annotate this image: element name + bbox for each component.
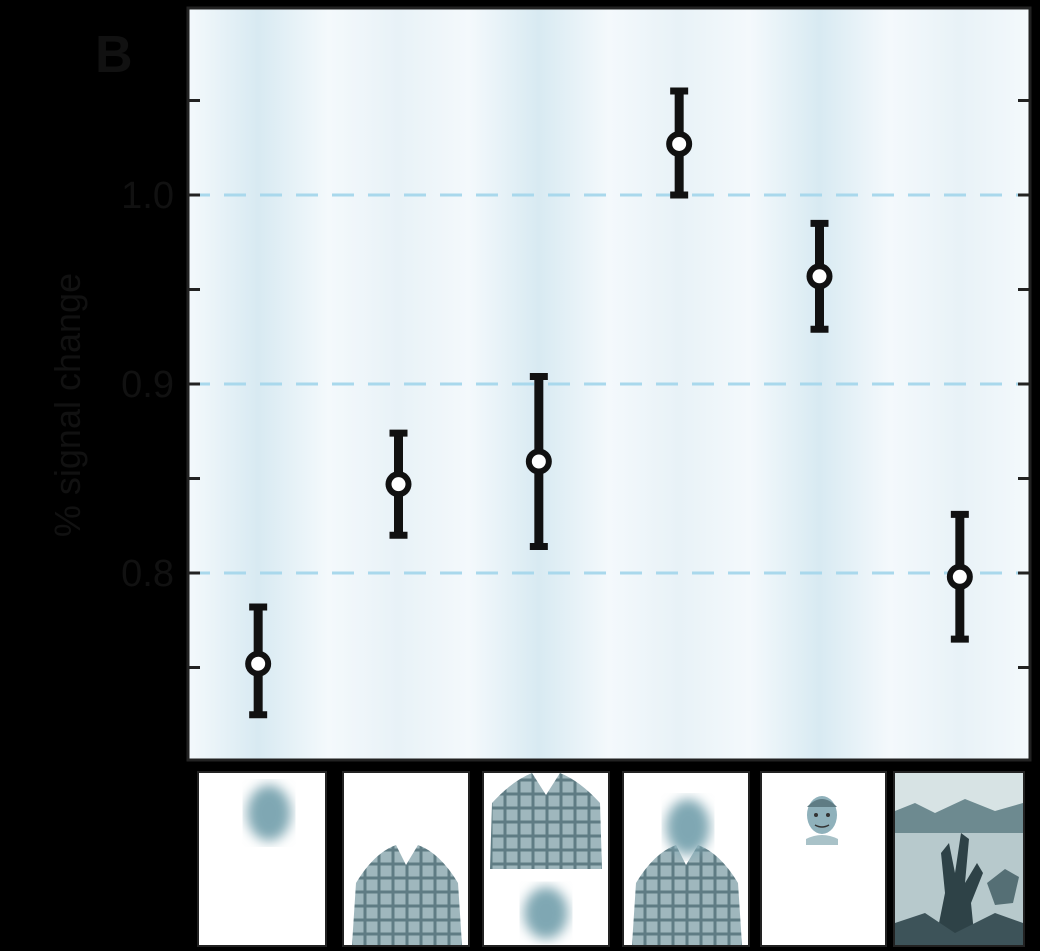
data-point <box>245 603 272 719</box>
point-marker <box>806 263 833 290</box>
stimulus-thumbnail-6 <box>893 771 1025 947</box>
plot-area <box>186 6 1032 762</box>
data-point <box>385 429 412 539</box>
y-tick-label: 0.8 <box>121 553 174 595</box>
stimulus-thumbnail-1 <box>197 771 327 947</box>
data-point <box>946 510 973 643</box>
data-point <box>525 372 552 551</box>
scene-image <box>895 773 1023 945</box>
data-point <box>666 87 693 199</box>
stimulus-thumbnail-2 <box>342 771 470 947</box>
panel-label: B <box>95 26 133 84</box>
point-marker <box>666 130 693 157</box>
point-marker <box>946 563 973 590</box>
point-marker <box>245 650 272 677</box>
data-points <box>245 87 973 719</box>
blurred-face-image <box>247 785 291 841</box>
body-image <box>352 845 462 945</box>
y-tick-label: 0.9 <box>121 364 174 406</box>
point-marker <box>385 471 412 498</box>
y-tick-label: 1.0 <box>121 175 174 217</box>
body-with-face-below-image <box>490 773 602 939</box>
face-image <box>806 796 838 845</box>
stimulus-thumbnail-5 <box>760 771 887 947</box>
data-point <box>806 219 833 333</box>
body-with-blurred-face-image <box>632 799 742 945</box>
stimulus-thumbnail-3 <box>482 771 610 947</box>
y-axis-ticks: 0.8 0.9 1.0 <box>121 99 1030 669</box>
point-marker <box>525 448 552 475</box>
y-axis-label: % signal change <box>47 273 88 537</box>
stimulus-thumbnail-4 <box>622 771 750 947</box>
